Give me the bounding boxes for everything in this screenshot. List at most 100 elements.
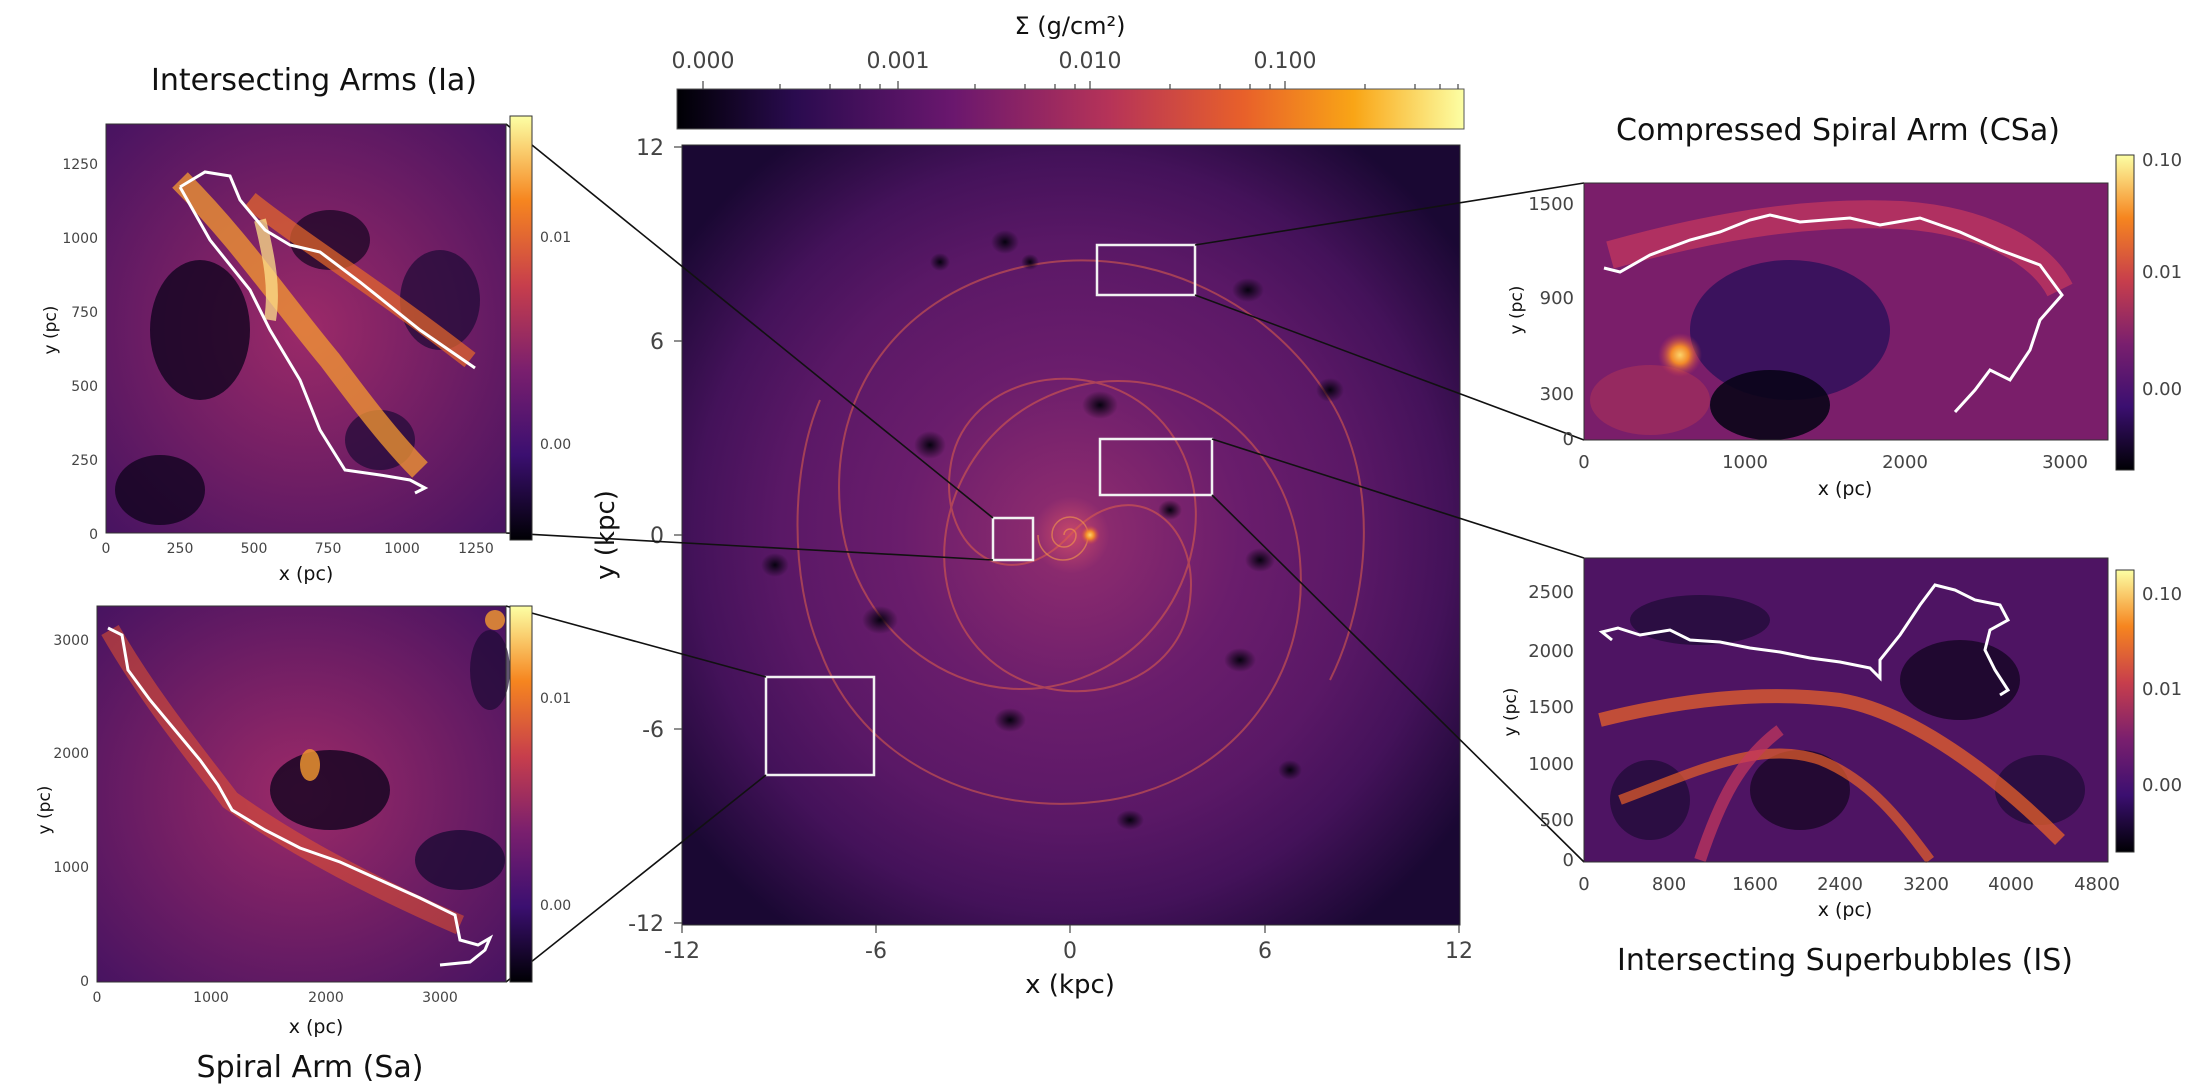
panel-sa-y-tick: 1000 [53, 860, 89, 876]
main-y-tick: 6 [650, 330, 664, 355]
main-x-tick: -12 [664, 939, 700, 964]
panel-ia-y-tick: 1000 [62, 231, 98, 247]
panel-csa-y-tick: 1500 [1528, 194, 1574, 215]
panel-is-y-tick: 500 [1540, 810, 1574, 831]
panel-is-x-tick: 3200 [1903, 874, 1949, 895]
selection-boxes [764, 243, 1214, 777]
main-map: -12 -6 0 6 12 12 6 0 -6 -12 x (kpc) y (k… [591, 136, 1473, 1000]
panel-ia-x-label: x (pc) [279, 563, 334, 585]
panel-ia-colorbar [509, 115, 533, 541]
panel-is-filament [1598, 583, 2011, 697]
panel-ia-y-label: y (pc) [41, 306, 61, 355]
panel-sa-title: Spiral Arm (Sa) [197, 1050, 424, 1085]
panel-csa-cb-tick: 0.10 [2142, 150, 2182, 171]
panel-sa-x-tick: 2000 [308, 990, 344, 1006]
panel-sa-x-tick: 1000 [193, 990, 229, 1006]
panel-sa-filament [107, 626, 494, 967]
panel-csa: Compressed Spiral Arm (CSa) 0.10 0.01 0.… [1507, 113, 2182, 500]
panel-sa: 0.01 0.00 0 1000 2000 3000 3000 2000 100… [35, 605, 571, 1085]
panel-ia-x-tick: 1250 [458, 541, 494, 557]
colorbar-tick: 0.100 [1254, 49, 1317, 74]
panel-is-frame [1583, 557, 2109, 863]
panel-ia-y-tick: 750 [71, 305, 98, 321]
panel-is-y-tick: 1000 [1528, 754, 1574, 775]
inner-spiral [1037, 516, 1089, 561]
panel-csa-cb-tick: 0.00 [2142, 379, 2182, 400]
panel-sa-frame [96, 605, 507, 983]
panel-csa-y-label: y (pc) [1507, 286, 1527, 335]
panel-sa-y-label: y (pc) [35, 786, 55, 835]
panel-csa-features [1590, 200, 2073, 440]
panel-ia-y-tick: 500 [71, 379, 98, 395]
main-x-tick: 0 [1063, 939, 1077, 964]
panel-is-y-label: y (pc) [1501, 688, 1521, 737]
panel-ia-y-tick: 0 [89, 527, 98, 543]
panel-is-x-tick: 800 [1652, 874, 1686, 895]
panel-sa-features [101, 610, 510, 935]
panel-is: 0.10 0.01 0.00 0 800 1600 2400 3200 4000… [1501, 557, 2182, 978]
panel-is-cb-tick: 0.10 [2142, 584, 2182, 605]
panel-ia-y-tick: 1250 [62, 157, 98, 173]
panel-ia-filament [178, 170, 476, 495]
panel-is-x-tick: 0 [1578, 874, 1589, 895]
panel-ia-frame [105, 123, 507, 534]
panel-csa-x-label: x (pc) [1818, 478, 1873, 500]
panel-ia-y-tick: 250 [71, 453, 98, 469]
panel-csa-title: Compressed Spiral Arm (CSa) [1616, 113, 2060, 148]
panel-ia: Intersecting Arms (Ia) 0.01 0.00 0 250 5… [41, 63, 571, 585]
main-axis-tickmarks [674, 146, 1460, 933]
panel-is-cb-tick: 0.00 [2142, 775, 2182, 796]
panel-csa-x-tick: 0 [1578, 452, 1589, 473]
main-y-label: y (kpc) [591, 490, 621, 580]
colorbar-gradient [676, 88, 1465, 130]
panel-is-features [1598, 595, 2085, 864]
panel-csa-y-tick: 300 [1540, 384, 1574, 405]
panel-is-y-tick: 0 [1563, 850, 1574, 871]
main-x-tick: 6 [1258, 939, 1272, 964]
main-y-tick: 0 [650, 524, 664, 549]
panel-csa-x-tick: 1000 [1722, 452, 1768, 473]
panel-csa-y-tick: 900 [1540, 288, 1574, 309]
colorbar-tick: 0.000 [672, 49, 735, 74]
colorbar-tickmarks [702, 81, 1459, 89]
box-is [1098, 437, 1214, 497]
panel-csa-colorbar [2115, 154, 2135, 471]
main-x-tick: -6 [865, 939, 887, 964]
panel-sa-cb-tick: 0.01 [540, 691, 571, 707]
panel-sa-y-tick: 3000 [53, 633, 89, 649]
panel-ia-features [115, 172, 480, 525]
panel-sa-x-tick: 3000 [422, 990, 458, 1006]
panel-csa-frame [1583, 182, 2109, 441]
main-y-tick: -6 [642, 718, 664, 743]
box-csa [1095, 243, 1197, 297]
panel-ia-x-tick: 0 [102, 541, 111, 557]
panel-ia-cb-tick: 0.01 [540, 230, 571, 246]
colorbar-label: Σ (g/cm²) [1014, 12, 1125, 40]
panel-csa-filament [1603, 213, 2064, 414]
main-x-tick: 12 [1445, 939, 1473, 964]
panel-is-x-tick: 4800 [2074, 874, 2120, 895]
panel-is-x-tick: 2400 [1817, 874, 1863, 895]
panel-is-x-tick: 1600 [1732, 874, 1778, 895]
main-x-label: x (kpc) [1025, 970, 1115, 1000]
panel-csa-x-tick: 2000 [1882, 452, 1928, 473]
panel-sa-y-tick: 0 [80, 974, 89, 990]
panel-csa-x-tick: 3000 [2042, 452, 2088, 473]
panel-is-x-tick: 4000 [1988, 874, 2034, 895]
colorbar-tick: 0.001 [867, 49, 930, 74]
panel-sa-x-label: x (pc) [289, 1016, 344, 1038]
panel-sa-cb-tick: 0.00 [540, 898, 571, 914]
panel-csa-cb-tick: 0.01 [2142, 262, 2182, 283]
panel-ia-x-tick: 250 [167, 541, 194, 557]
panel-is-title: Intersecting Superbubbles (IS) [1617, 943, 2073, 978]
main-y-tick: 12 [636, 136, 664, 161]
box-ia [991, 516, 1035, 562]
panel-sa-colorbar [509, 605, 533, 983]
panel-is-y-tick: 1500 [1528, 697, 1574, 718]
panel-is-y-tick: 2000 [1528, 641, 1574, 662]
panel-is-cb-tick: 0.01 [2142, 679, 2182, 700]
main-y-tick: -12 [628, 912, 664, 937]
box-sa [764, 675, 876, 777]
panel-csa-y-tick: 0 [1563, 429, 1574, 450]
